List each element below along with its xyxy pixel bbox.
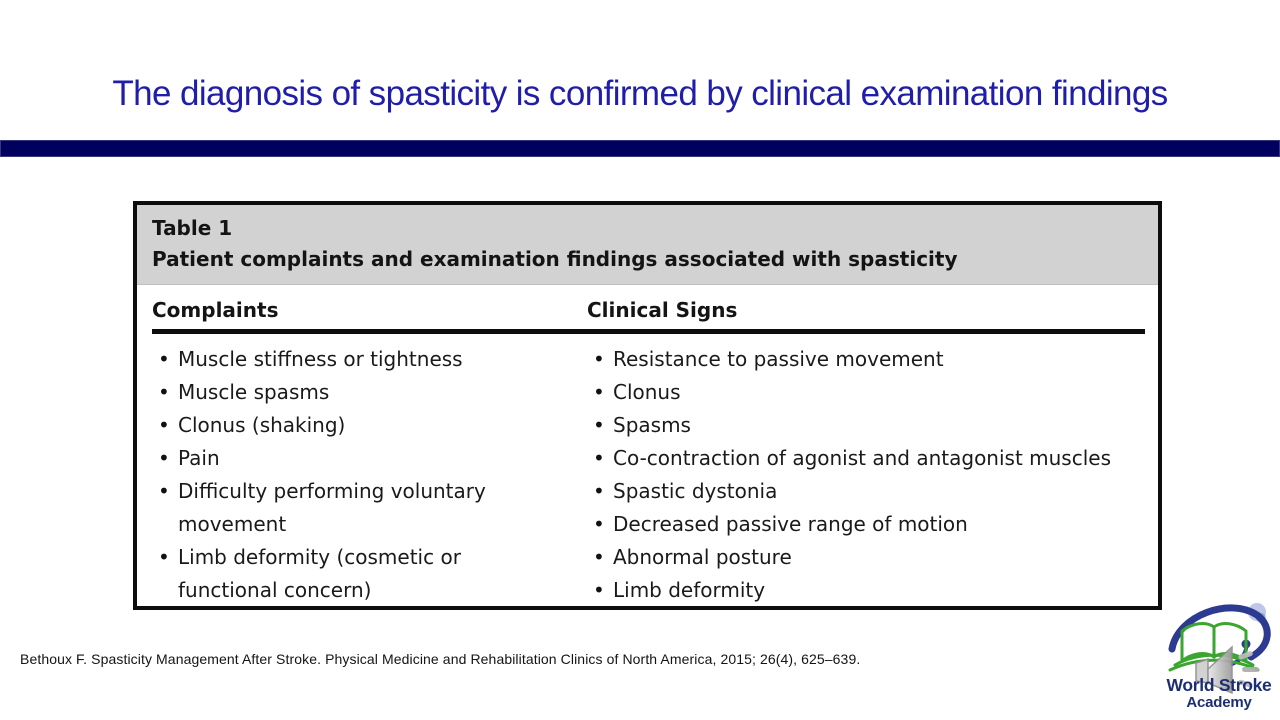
- complaint-item: Limb deformity (cosmetic or functional c…: [152, 541, 587, 607]
- title-divider-bar: [0, 140, 1280, 157]
- table-caption: Patient complaints and examination findi…: [152, 247, 958, 271]
- clinical-sign-item: Spasms: [587, 409, 1145, 442]
- logo-text-academy: Academy: [1186, 694, 1252, 712]
- complaint-item: Pain: [152, 442, 587, 475]
- table-column-headers: Complaints Clinical Signs: [152, 298, 1145, 334]
- clinical-sign-item: Spastic dystonia: [587, 475, 1145, 508]
- clinical-sign-item: Clonus: [587, 376, 1145, 409]
- clinical-sign-item: Limb deformity: [587, 574, 1145, 607]
- clinical-sign-item: Resistance to passive movement: [587, 343, 1145, 376]
- clinical-sign-item: Co-contraction of agonist and antagonist…: [587, 442, 1145, 475]
- complaints-list: Muscle stiffness or tightness Muscle spa…: [152, 343, 587, 607]
- table-body: Complaints Clinical Signs Muscle stiffne…: [137, 285, 1158, 607]
- table-label: Table 1: [152, 216, 233, 240]
- logo-wordmark: World Stroke Academy: [1158, 675, 1280, 712]
- table1-figure: Table 1 Patient complaints and examinati…: [133, 201, 1162, 610]
- complaint-item: Muscle stiffness or tightness: [152, 343, 587, 376]
- complaint-item: Difficulty performing voluntary movement: [152, 475, 587, 541]
- clinical-sign-item: Decreased passive range of motion: [587, 508, 1145, 541]
- complaint-item: Muscle spasms: [152, 376, 587, 409]
- clinical-signs-list: Resistance to passive movement Clonus Sp…: [587, 343, 1145, 607]
- column-header-clinical-signs: Clinical Signs: [587, 298, 738, 322]
- column-header-complaints: Complaints: [152, 298, 279, 322]
- audio-speaker-icon[interactable]: [1190, 641, 1264, 699]
- table-lists: Muscle stiffness or tightness Muscle spa…: [152, 334, 1145, 607]
- complaint-item: Clonus (shaking): [152, 409, 587, 442]
- slide-title: The diagnosis of spasticity is confirmed…: [112, 74, 1168, 113]
- citation: Bethoux F. Spasticity Management After S…: [20, 651, 861, 667]
- table-header-band: Table 1 Patient complaints and examinati…: [137, 205, 1158, 285]
- world-stroke-academy-logo: World Stroke Academy: [1158, 597, 1280, 720]
- clinical-sign-item: Abnormal posture: [587, 541, 1145, 574]
- logo-text-world-stroke: World Stroke: [1166, 675, 1272, 695]
